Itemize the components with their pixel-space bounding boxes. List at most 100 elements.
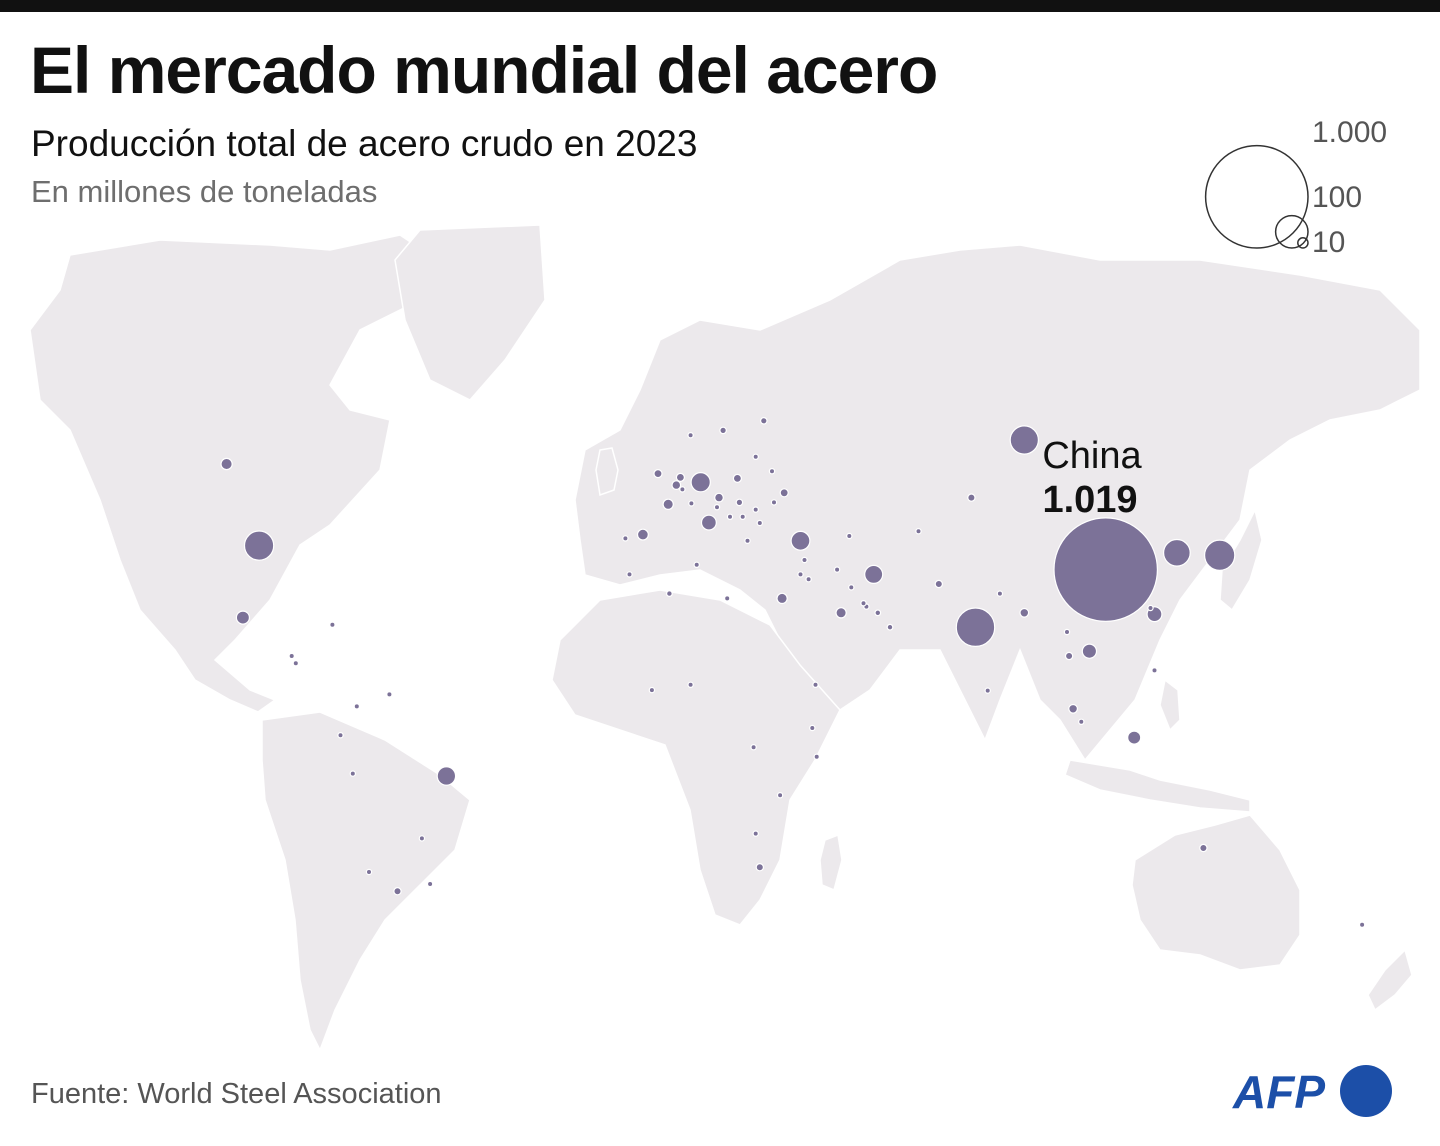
bubble-point-63	[860, 600, 867, 607]
bubble-point-18	[835, 607, 847, 619]
bubble-point-10	[700, 514, 717, 531]
bubble-point-69	[1078, 718, 1085, 726]
bubble-point-38	[874, 609, 882, 617]
bubble-layer	[220, 416, 1366, 929]
bubble-point-16	[636, 528, 649, 541]
bubble-point-22	[1019, 607, 1030, 618]
bubble-point-75	[648, 686, 656, 694]
bubble-point-50	[739, 513, 746, 521]
bubble-point-66	[996, 590, 1004, 597]
bubble-point-7	[790, 530, 811, 551]
bubble-point-34	[735, 498, 744, 507]
bubble-point-46	[687, 432, 694, 439]
legend-ring-10	[1297, 237, 1309, 249]
bubble-point-59	[805, 576, 812, 583]
page-title: El mercado mundial del acero	[30, 33, 938, 107]
landmass-africa	[551, 589, 841, 926]
bubble-point-3	[243, 530, 275, 561]
landmass-new-zealand	[1367, 948, 1413, 1012]
bubble-point-35	[719, 426, 727, 435]
bubble-point-9	[864, 564, 884, 585]
bubble-point-26	[653, 469, 663, 479]
bubble-point-39	[886, 623, 894, 631]
bubble-point-77	[809, 724, 816, 732]
bubble-point-70	[1063, 628, 1071, 636]
page-subtitle: Producción total de acero crudo en 2023	[31, 123, 698, 164]
legend-label-100: 100	[1312, 181, 1362, 214]
bubble-point-36	[759, 416, 768, 425]
bubble-point-74	[687, 681, 694, 689]
bubble-point-42	[768, 468, 776, 475]
bubble-point-17	[662, 498, 674, 510]
bubble-point-43	[622, 535, 629, 542]
bubble-point-61	[833, 566, 841, 573]
bubble-point-41	[679, 486, 686, 493]
bubble-point-48	[713, 504, 721, 511]
bubble-point-1	[955, 607, 996, 648]
landmass-south-america	[261, 711, 471, 1052]
bubble-point-67	[984, 687, 991, 694]
bubble-point-40	[752, 506, 759, 513]
size-legend: 1.000 100 10	[1204, 116, 1387, 259]
unit-label: En millones de toneladas	[31, 174, 378, 209]
bubble-point-55	[626, 571, 633, 578]
bubble-point-57	[724, 595, 731, 602]
bubble-point-24	[779, 488, 789, 498]
source-note: Fuente: World Steel Association	[31, 1078, 442, 1110]
landmass-greenland	[394, 224, 546, 401]
bubble-point-64	[846, 532, 853, 540]
landmass-uk	[595, 447, 619, 497]
bubble-point-6	[690, 472, 711, 493]
top-bar	[0, 0, 1440, 12]
bubble-point-19	[776, 592, 788, 605]
china-callout: China 1.019	[1042, 435, 1142, 521]
legend-label-1000: 1.000	[1312, 116, 1387, 149]
landmass-madagascar	[819, 833, 843, 892]
bubble-point-53	[752, 453, 759, 460]
bubble-point-60	[797, 571, 804, 578]
bubble-point-86	[418, 835, 426, 842]
legend-ring-1000	[1204, 144, 1309, 249]
bubble-point-29	[934, 579, 944, 589]
bubble-point-23	[1068, 703, 1078, 714]
bubble-point-81	[386, 691, 393, 698]
legend-rings	[1204, 144, 1309, 249]
bubble-china	[1053, 517, 1159, 622]
legend-label-10: 10	[1312, 226, 1345, 259]
bubble-point-79	[776, 792, 784, 799]
bubble-point-33	[393, 887, 402, 896]
landmass-australia	[1131, 814, 1301, 971]
bubble-point-45	[353, 703, 360, 710]
bubble-point-65	[915, 528, 922, 535]
bubble-point-37	[666, 590, 673, 597]
bubble-point-15	[220, 457, 233, 471]
bubble-point-56	[693, 561, 700, 569]
bubble-point-85	[426, 880, 434, 888]
bubble-point-62	[848, 584, 855, 591]
legend-ring-100	[1274, 214, 1309, 249]
bubble-point-13	[235, 610, 250, 625]
bubble-point-32	[755, 863, 765, 872]
china-label: China	[1042, 435, 1142, 477]
bubble-point-73	[752, 830, 759, 837]
bubble-point-83	[349, 770, 356, 777]
bubble-point-88	[292, 660, 299, 667]
bubble-point-51	[756, 519, 764, 527]
landmass-north-america	[29, 234, 462, 713]
bubble-point-58	[801, 556, 808, 564]
bubble-point-2	[1203, 539, 1236, 571]
bubble-point-87	[288, 652, 295, 660]
bubble-point-5	[1162, 538, 1191, 567]
bubble-point-28	[967, 493, 976, 502]
bubble-point-27	[675, 472, 686, 482]
bubble-point-4	[1009, 425, 1040, 455]
bubble-point-20	[714, 492, 724, 503]
bubble-point-72	[1358, 921, 1366, 929]
bubble-point-68	[1151, 667, 1158, 674]
bubble-point-31	[1199, 843, 1208, 853]
bubble-point-76	[812, 681, 819, 689]
bubble-point-47	[688, 500, 695, 507]
afp-logo: AFP	[1232, 1065, 1392, 1118]
bubble-point-52	[744, 537, 751, 545]
